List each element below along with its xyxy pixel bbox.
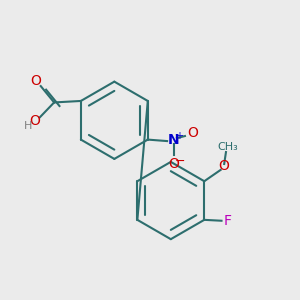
Text: −: −	[175, 155, 185, 168]
Text: CH₃: CH₃	[217, 142, 238, 152]
Text: O: O	[168, 157, 179, 171]
Text: O: O	[31, 74, 41, 88]
Text: +: +	[175, 131, 183, 141]
Text: N: N	[168, 134, 179, 148]
Text: O: O	[30, 114, 40, 128]
Text: H: H	[24, 121, 33, 131]
Text: O: O	[219, 159, 230, 173]
Text: O: O	[187, 126, 198, 140]
Text: F: F	[224, 214, 232, 228]
